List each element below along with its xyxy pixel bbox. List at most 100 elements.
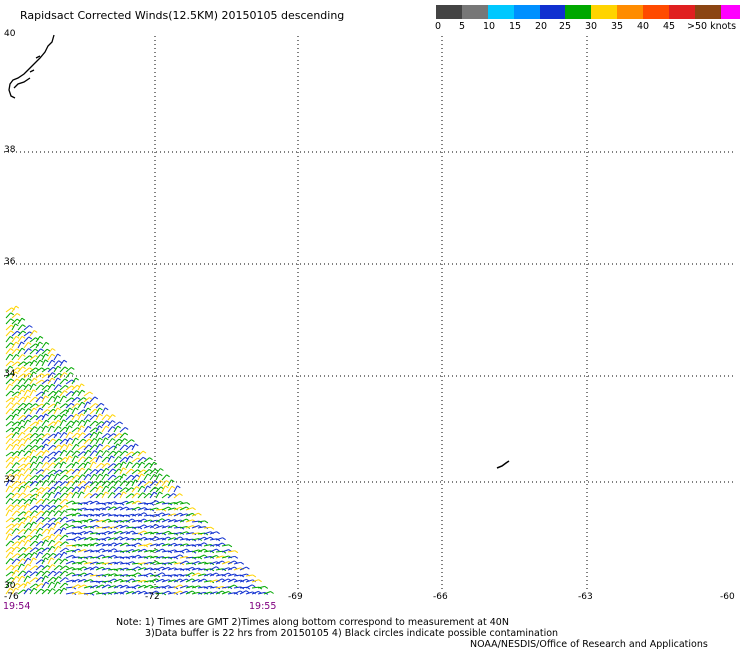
wind-barb-flag	[63, 551, 68, 555]
wind-barb-flag	[45, 419, 50, 423]
wind-barb	[143, 508, 151, 511]
wind-barb	[53, 384, 59, 391]
wind-barb	[167, 532, 175, 535]
wind-barb	[197, 532, 205, 535]
wind-barb	[17, 457, 24, 463]
wind-barb	[71, 461, 77, 469]
wind-barb-flag	[23, 553, 27, 557]
legend-label-0: 0	[435, 21, 442, 32]
wind-barb-flag	[234, 578, 238, 582]
wind-barb	[47, 517, 54, 523]
wind-barb	[17, 414, 24, 421]
wind-barb-flag	[34, 426, 38, 430]
wind-barb	[131, 506, 139, 511]
wind-barb-flag	[16, 498, 21, 502]
wind-barb-flag	[9, 443, 14, 447]
wind-barb-flag	[15, 575, 20, 579]
wind-barb	[71, 561, 79, 565]
wind-barb	[17, 432, 23, 439]
wind-barb	[113, 591, 121, 595]
wind-barb	[17, 341, 22, 349]
wind-barb	[101, 444, 108, 451]
wind-barb	[77, 397, 84, 403]
wind-barb	[155, 537, 163, 541]
wind-barb	[173, 568, 181, 571]
wind-barb	[161, 530, 169, 535]
wind-barb	[23, 485, 28, 493]
wind-barb	[71, 573, 79, 577]
legend-swatch-1	[461, 5, 488, 19]
wind-barb-flag	[86, 485, 91, 489]
wind-barb	[29, 510, 35, 517]
wind-barb	[23, 503, 28, 511]
wind-barb	[65, 407, 71, 415]
wind-barb-flag	[52, 588, 56, 591]
wind-barb-flag	[94, 420, 99, 424]
wind-barb	[83, 456, 90, 463]
wind-barb	[23, 588, 29, 595]
wind-barb	[119, 525, 127, 529]
wind-barb	[191, 532, 199, 535]
wind-barb	[35, 419, 40, 427]
wind-barb	[5, 528, 11, 535]
wind-barb	[89, 538, 97, 541]
wind-barb-flag	[34, 396, 39, 400]
wind-barb-flag	[82, 456, 86, 460]
wind-barb	[95, 425, 100, 433]
wind-barb	[161, 556, 169, 559]
wind-barb	[11, 553, 18, 559]
wind-barb	[89, 585, 97, 589]
wind-barb-flag	[98, 425, 103, 429]
wind-barb	[95, 421, 102, 427]
wind-barb	[83, 450, 89, 457]
wind-barb	[35, 455, 41, 463]
wind-barb	[5, 485, 10, 493]
wind-barb	[23, 534, 30, 541]
wind-barb	[95, 502, 104, 505]
wind-barb	[41, 547, 48, 553]
wind-barb-flag	[16, 318, 21, 322]
wind-barb	[107, 578, 115, 583]
wind-barb	[29, 330, 35, 337]
wind-barb	[125, 574, 133, 577]
wind-barb	[11, 318, 18, 325]
wind-barb-flag	[65, 577, 69, 580]
wind-barb	[59, 419, 64, 427]
wind-barb	[173, 512, 181, 517]
wind-barb	[179, 538, 187, 541]
legend-label-50-knots: >50 knots	[687, 21, 737, 32]
wind-barb	[11, 336, 17, 343]
wind-barb	[41, 348, 48, 355]
wind-barb	[59, 547, 67, 553]
wind-barb	[77, 524, 85, 529]
wind-barb	[65, 554, 73, 559]
wind-barb-flag	[15, 371, 19, 375]
wind-barb	[11, 341, 17, 349]
wind-barb	[137, 548, 145, 553]
wind-barb-flag	[27, 581, 31, 585]
wind-barb-flag	[28, 408, 32, 412]
wind-barb-flag	[17, 517, 21, 521]
wind-barb	[89, 493, 96, 499]
wind-barb-flag	[35, 403, 39, 407]
wind-barb	[41, 342, 47, 349]
wind-barb	[197, 526, 205, 529]
island	[496, 460, 510, 469]
wind-barb	[119, 542, 127, 547]
wind-barb	[107, 450, 114, 457]
wind-barb	[41, 367, 48, 373]
wind-barb-flag	[106, 450, 110, 453]
wind-barb	[155, 512, 163, 517]
wind-barb	[65, 463, 72, 469]
wind-barb	[239, 578, 247, 583]
wind-barb-flag	[9, 461, 14, 465]
wind-barb	[179, 585, 187, 589]
wind-barb-flag	[16, 486, 21, 490]
wind-barb	[137, 590, 145, 595]
wind-barb-flag	[53, 505, 57, 509]
wind-barb	[11, 443, 17, 451]
legend-swatch-9	[669, 5, 695, 19]
wind-barb-flag	[40, 516, 45, 520]
wind-barb-flag	[112, 480, 116, 484]
wind-barb	[83, 555, 91, 559]
